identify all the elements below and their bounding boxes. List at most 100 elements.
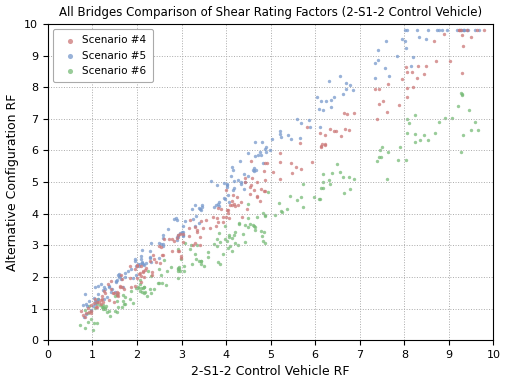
Scenario #5 xyxy=(194,220,203,226)
Scenario #5 xyxy=(213,182,221,189)
Scenario #5 xyxy=(139,261,147,267)
Scenario #6 xyxy=(138,285,146,291)
Scenario #4 xyxy=(223,207,231,213)
Scenario #5 xyxy=(225,199,233,205)
Scenario #5 xyxy=(240,179,248,185)
Scenario #6 xyxy=(199,263,207,269)
Scenario #4 xyxy=(223,207,231,213)
Scenario #4 xyxy=(114,293,122,299)
Scenario #6 xyxy=(190,251,198,257)
Scenario #5 xyxy=(380,65,388,71)
Scenario #4 xyxy=(286,160,294,166)
Scenario #5 xyxy=(459,27,467,33)
Scenario #5 xyxy=(159,243,167,250)
Scenario #4 xyxy=(195,234,204,240)
Scenario #5 xyxy=(212,202,220,208)
Scenario #4 xyxy=(130,283,138,289)
Scenario #6 xyxy=(98,305,107,311)
Scenario #4 xyxy=(133,262,141,268)
Scenario #4 xyxy=(344,127,352,133)
Scenario #5 xyxy=(316,98,324,104)
Scenario #4 xyxy=(219,219,227,225)
Scenario #4 xyxy=(246,182,254,188)
Scenario #6 xyxy=(91,305,99,311)
Scenario #4 xyxy=(261,188,269,194)
Scenario #5 xyxy=(407,63,415,69)
Scenario #5 xyxy=(268,136,276,142)
Scenario #4 xyxy=(192,229,200,235)
Scenario #6 xyxy=(97,304,106,310)
Scenario #6 xyxy=(296,194,304,200)
Scenario #4 xyxy=(139,274,147,280)
Scenario #6 xyxy=(282,206,290,212)
Scenario #5 xyxy=(115,275,123,281)
Scenario #5 xyxy=(276,128,284,134)
Scenario #5 xyxy=(392,53,400,59)
Scenario #6 xyxy=(233,242,241,248)
Scenario #4 xyxy=(97,296,106,302)
Scenario #5 xyxy=(236,180,244,187)
Scenario #6 xyxy=(377,144,385,151)
Scenario #5 xyxy=(94,296,102,302)
Scenario #5 xyxy=(345,82,353,88)
Scenario #5 xyxy=(413,27,421,33)
Scenario #6 xyxy=(174,265,182,271)
Scenario #4 xyxy=(175,248,183,255)
Scenario #6 xyxy=(465,106,473,113)
Scenario #5 xyxy=(146,253,154,260)
Scenario #5 xyxy=(105,283,113,289)
Scenario #5 xyxy=(266,147,274,153)
Scenario #5 xyxy=(249,168,258,174)
Scenario #5 xyxy=(142,260,150,266)
Scenario #5 xyxy=(155,255,163,262)
Scenario #4 xyxy=(93,298,101,305)
Scenario #5 xyxy=(474,27,482,33)
Scenario #4 xyxy=(257,186,265,192)
Scenario #4 xyxy=(248,175,256,181)
Scenario #4 xyxy=(402,69,410,75)
Scenario #6 xyxy=(100,306,109,312)
Scenario #4 xyxy=(114,290,122,296)
Scenario #5 xyxy=(370,74,378,81)
Scenario #6 xyxy=(89,327,97,333)
Scenario #4 xyxy=(152,259,160,265)
Scenario #5 xyxy=(100,296,108,303)
Scenario #6 xyxy=(187,261,195,267)
Scenario #5 xyxy=(85,298,93,304)
Scenario #6 xyxy=(118,304,126,310)
Scenario #5 xyxy=(223,182,231,189)
Scenario #5 xyxy=(177,229,185,235)
Legend: Scenario #4, Scenario #5, Scenario #6: Scenario #4, Scenario #5, Scenario #6 xyxy=(53,29,153,82)
Scenario #6 xyxy=(250,227,258,233)
Scenario #6 xyxy=(94,296,102,303)
Scenario #4 xyxy=(140,267,148,273)
Scenario #4 xyxy=(174,248,182,254)
Scenario #6 xyxy=(252,214,260,220)
Scenario #5 xyxy=(111,288,119,295)
Scenario #4 xyxy=(168,248,176,254)
Scenario #5 xyxy=(422,36,430,42)
Scenario #6 xyxy=(161,281,169,288)
Scenario #4 xyxy=(164,236,172,242)
Scenario #6 xyxy=(81,308,89,314)
Scenario #4 xyxy=(402,85,411,91)
Scenario #6 xyxy=(204,249,212,255)
Scenario #6 xyxy=(147,290,155,296)
Scenario #6 xyxy=(197,261,205,267)
Scenario #4 xyxy=(413,75,421,81)
Scenario #6 xyxy=(220,235,228,242)
Scenario #6 xyxy=(87,308,95,314)
Scenario #4 xyxy=(229,192,237,198)
Scenario #6 xyxy=(216,238,224,245)
Scenario #4 xyxy=(197,218,205,224)
Scenario #5 xyxy=(244,173,252,179)
Scenario #6 xyxy=(298,181,306,187)
Scenario #6 xyxy=(374,154,382,160)
Scenario #6 xyxy=(114,305,122,311)
Scenario #6 xyxy=(228,235,236,241)
Scenario #5 xyxy=(145,255,154,261)
Scenario #5 xyxy=(384,73,392,79)
Scenario #4 xyxy=(117,272,125,278)
Scenario #6 xyxy=(339,174,347,180)
Scenario #5 xyxy=(91,284,99,290)
